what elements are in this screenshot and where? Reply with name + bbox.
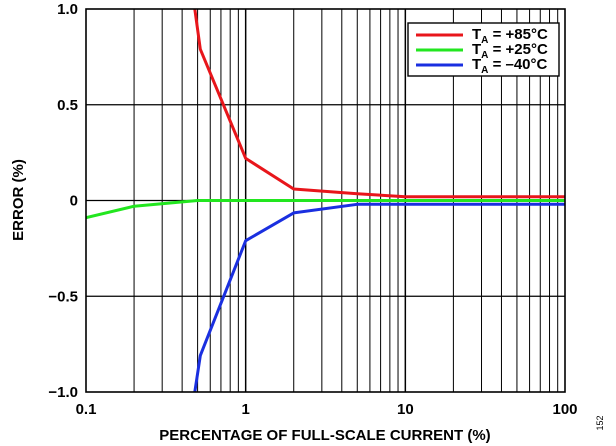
x-axis-title: PERCENTAGE OF FULL-SCALE CURRENT (%) — [159, 427, 490, 444]
x-tick-label: 0.1 — [76, 401, 97, 418]
plot-frame — [85, 8, 566, 393]
x-tick-label: 1 — [241, 401, 249, 418]
x-tick-label: 10 — [397, 401, 414, 418]
legend-label: TA = –40°C — [472, 56, 548, 76]
y-tick-label: 0.5 — [57, 97, 78, 114]
y-tick-label: −0.5 — [48, 288, 78, 305]
legend: TA = +85°CTA = +25°CTA = –40°C — [407, 22, 560, 77]
series-line-1 — [193, 9, 565, 199]
series-line-2 — [86, 199, 565, 220]
legend-label: TA = +25°C — [472, 41, 548, 61]
y-tick-labels: 1.0 0.5 0 −0.5 −1.0 — [48, 1, 78, 401]
legend-label: TA = +85°C — [472, 26, 548, 46]
y-axis-title: ERROR (%) — [10, 159, 27, 241]
y-tick-label: 0 — [70, 193, 78, 210]
x-tick-labels: 0.1 1 10 100 — [76, 401, 578, 418]
series-line-3 — [193, 202, 565, 392]
x-tick-label: 100 — [552, 401, 577, 418]
series-lines — [86, 9, 565, 392]
y-tick-label: −1.0 — [48, 384, 78, 401]
figure-id: 152 — [595, 415, 605, 430]
y-tick-label: 1.0 — [57, 1, 78, 18]
